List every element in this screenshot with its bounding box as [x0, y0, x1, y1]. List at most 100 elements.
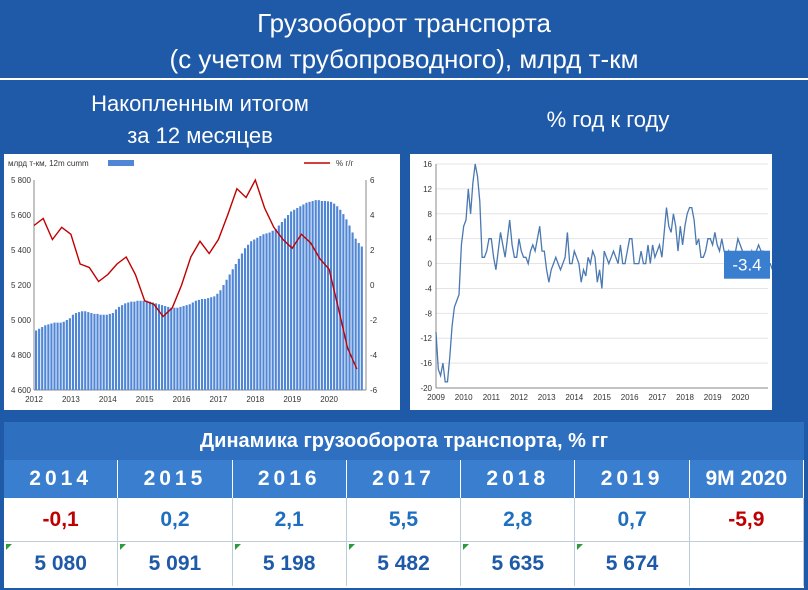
y-tick-label: -20: [420, 384, 432, 393]
bar: [151, 302, 154, 390]
y-left-tick-label: 5 400: [11, 246, 32, 255]
bar: [173, 307, 176, 390]
bar: [262, 234, 265, 390]
y-left-tick-label: 4 600: [11, 386, 32, 395]
bar: [87, 312, 90, 390]
bar: [90, 313, 93, 390]
bar: [360, 246, 363, 390]
bar: [231, 269, 234, 390]
page-title: Грузооборот транспорта (с учетом трубопр…: [0, 0, 808, 80]
left-caption: Накопленным итогом за 12 месяцев: [0, 88, 400, 152]
bar: [207, 298, 210, 390]
bar: [302, 204, 305, 390]
cell-marker-icon: [348, 544, 355, 550]
bar: [96, 313, 99, 390]
table-cell-volume: 5 091: [118, 542, 233, 586]
bar: [253, 239, 256, 390]
bar: [271, 230, 274, 390]
bar: [283, 218, 287, 390]
bar: [68, 318, 71, 390]
bar: [326, 201, 330, 390]
bar: [133, 301, 136, 390]
table-cell-year: 2019: [575, 460, 690, 498]
bar: [99, 314, 102, 390]
table-cell-year: 2016: [233, 460, 347, 498]
bar: [342, 214, 345, 390]
bar: [167, 306, 170, 390]
cell-marker-icon: [234, 544, 241, 550]
table-cell-growth: -5,9: [689, 498, 804, 542]
table-cell-volume-value: 5 635: [491, 552, 545, 575]
x-tick-label: 2017: [210, 395, 228, 404]
bar: [56, 322, 59, 390]
bar: [71, 314, 75, 390]
bar: [182, 306, 185, 390]
table-cell-volume: 5 198: [233, 542, 347, 586]
bar: [345, 219, 348, 390]
x-tick-label: 2013: [62, 395, 80, 404]
table-cell-growth: 5,5: [346, 498, 462, 542]
page-title-line1: Грузооборот транспорта: [257, 8, 551, 38]
bar: [160, 305, 164, 390]
table-cell-year: 9M 2020: [690, 460, 804, 498]
bar: [157, 304, 161, 390]
y-right-tick-label: -4: [370, 351, 378, 360]
bar: [274, 229, 277, 390]
cumulative-chart-panel: 4 600 4 800 5 000 5 200 5 400 5 600 5 800 -6 -4 -…: [4, 154, 400, 410]
table-cell-volume: [690, 542, 804, 586]
x-tick-label: 2016: [173, 395, 191, 404]
bar: [351, 232, 354, 390]
cell-marker-icon: [463, 544, 470, 550]
bar: [296, 208, 299, 390]
bar: [179, 306, 182, 390]
table-cell-year: 2015: [118, 460, 233, 498]
y-left-tick-label: 5 200: [11, 281, 32, 290]
y-left-tick-label: 5 600: [11, 211, 32, 220]
y-left-tick-label: 5 800: [11, 176, 32, 185]
bar: [268, 232, 271, 390]
x-tick-label: 2017: [648, 393, 666, 402]
bar: [188, 304, 191, 390]
bar: [228, 274, 231, 390]
bar: [329, 201, 333, 390]
bar: [145, 300, 148, 390]
table-cell-growth: 0,7: [575, 498, 690, 542]
table-cell-growth: -0,1: [4, 498, 119, 542]
bar: [38, 328, 41, 390]
bar: [320, 201, 323, 390]
table-cell-volume: 5 635: [461, 542, 576, 586]
table-cell-volume-value: 5 482: [377, 552, 430, 575]
y-tick-label: -12: [420, 334, 432, 343]
x-tick-label: 2012: [510, 393, 528, 402]
x-tick-label: 2013: [538, 393, 556, 402]
y-tick-label: 8: [428, 210, 433, 219]
page-title-line2: (с учетом трубопроводного), млрд т-км: [169, 44, 639, 74]
last-value-callout-box: [724, 250, 770, 279]
table-cell-growth: 2,1: [232, 498, 347, 542]
bar: [210, 297, 213, 390]
bar: [50, 323, 53, 390]
x-tick-label: 2018: [246, 395, 264, 404]
x-tick-label: 2020: [320, 395, 338, 404]
bar: [333, 203, 336, 390]
bar: [323, 201, 326, 390]
table-row-volumes: 5 080 5 091 5 198 5 482 5 635 5 674: [4, 542, 804, 586]
bar: [136, 300, 139, 390]
bar: [62, 321, 65, 390]
y-left-tick-label: 5 000: [11, 316, 32, 325]
y-tick-label: 0: [428, 260, 433, 269]
x-tick-label: 2012: [25, 395, 43, 404]
table-title: Динамика грузооборота транспорта, % гг: [4, 422, 804, 460]
bar: [308, 201, 311, 390]
left-caption-line2: за 12 месяцев: [127, 123, 273, 148]
y-right-tick-label: -6: [370, 386, 378, 395]
y-tick-label: -16: [420, 359, 432, 368]
table-cell-year: 2014: [4, 460, 119, 498]
y-tick-label: 16: [423, 160, 432, 169]
x-tick-label: 2016: [621, 393, 639, 402]
y-left-tick-label: 4 800: [11, 351, 32, 360]
bar: [74, 313, 78, 390]
bar: [176, 307, 179, 390]
table-cell-volume-value: 5 091: [148, 552, 202, 575]
bar: [108, 313, 111, 390]
